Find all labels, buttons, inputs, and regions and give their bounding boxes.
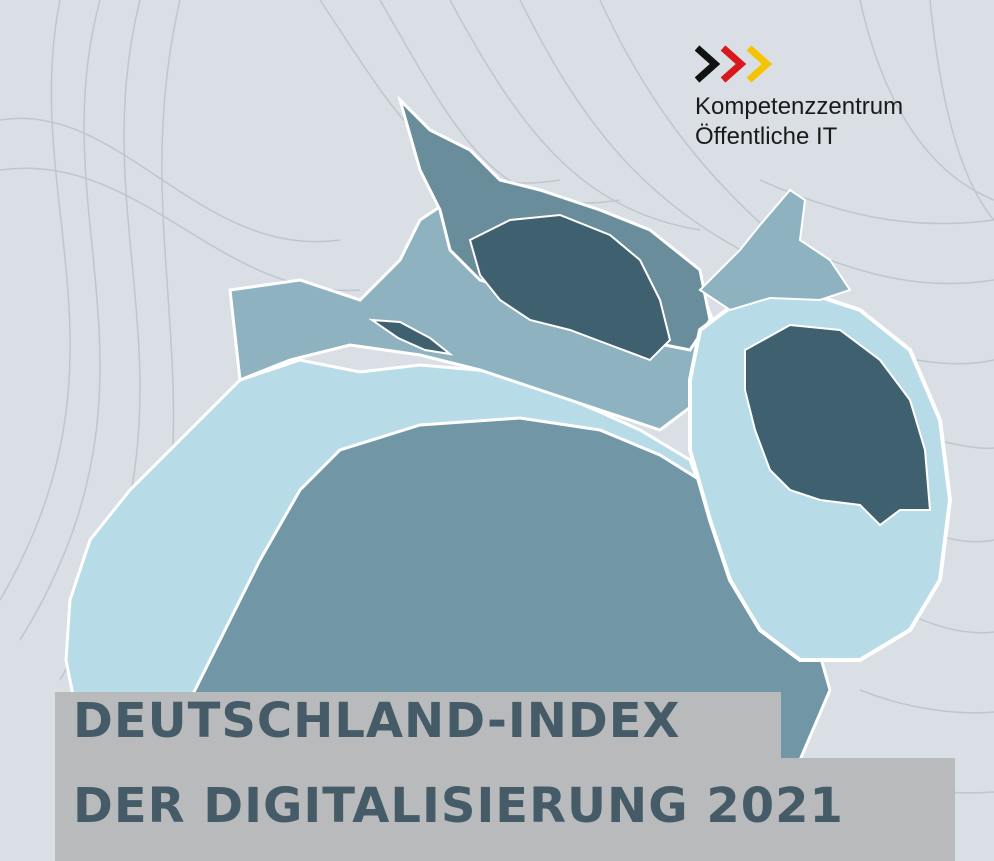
arrow-yellow-icon bbox=[746, 45, 773, 83]
publisher-logo: Kompetenzzentrum Öffentliche IT bbox=[695, 44, 903, 152]
map-region-north-dark bbox=[468, 213, 672, 362]
title-band-2: DER DIGITALISIERUNG 2021 bbox=[55, 758, 955, 861]
map-region-east-upper bbox=[698, 188, 852, 312]
map-region-east-dark bbox=[744, 323, 932, 527]
arrow-red-icon bbox=[720, 45, 747, 83]
publisher-name-line1: Kompetenzzentrum bbox=[695, 93, 904, 120]
chevron-arrows-icon bbox=[695, 45, 773, 83]
arrow-black-icon bbox=[695, 45, 721, 83]
title-line1: DEUTSCHLAND-INDEX bbox=[73, 693, 681, 749]
publisher-name-line2: Öffentliche IT bbox=[695, 123, 838, 150]
publisher-name: Kompetenzzentrum Öffentliche IT bbox=[695, 92, 903, 152]
title-line2: DER DIGITALISIERUNG 2021 bbox=[73, 778, 844, 834]
map-island-dark bbox=[368, 318, 454, 356]
title-band-1: DEUTSCHLAND-INDEX bbox=[55, 692, 781, 758]
